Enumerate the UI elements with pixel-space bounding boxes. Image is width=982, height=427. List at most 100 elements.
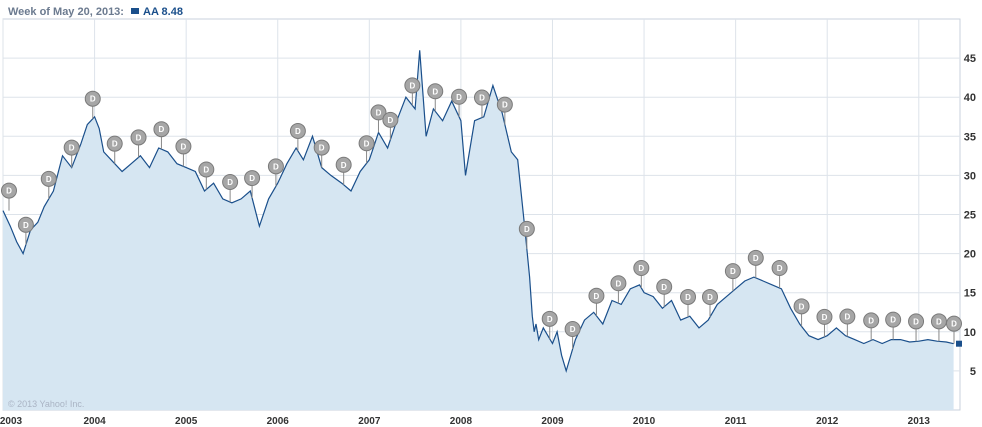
dividend-marker[interactable]: D — [451, 88, 468, 117]
dividend-marker[interactable]: D — [633, 260, 650, 289]
dividend-marker-label: D — [685, 293, 691, 302]
dividend-marker[interactable]: D — [358, 135, 375, 164]
dividend-marker-label: D — [707, 293, 713, 302]
x-tick-label: 2011 — [725, 416, 747, 427]
dividend-marker-label: D — [273, 162, 279, 171]
dividend-marker[interactable]: D — [427, 83, 444, 112]
dividend-marker[interactable]: D — [701, 288, 718, 317]
dividend-marker[interactable]: D — [473, 89, 490, 118]
dividend-marker[interactable]: D — [63, 139, 80, 168]
dividend-marker-label: D — [868, 316, 874, 325]
dividend-marker[interactable]: D — [496, 96, 513, 125]
dividend-marker-label: D — [23, 221, 29, 230]
x-tick-label: 2005 — [175, 416, 198, 427]
x-tick-label: 2008 — [450, 416, 473, 427]
dividend-marker-label: D — [524, 225, 530, 234]
dividend-marker-label: D — [319, 144, 325, 153]
dividend-marker-label: D — [638, 264, 644, 273]
copyright-text: © 2013 Yahoo! Inc. — [8, 399, 84, 409]
dividend-marker[interactable]: D — [908, 313, 925, 342]
dividend-marker-label: D — [90, 95, 96, 104]
dividend-marker[interactable]: D — [370, 104, 387, 133]
dividend-marker-label: D — [502, 101, 508, 110]
dividend-marker[interactable]: D — [130, 129, 147, 158]
dividend-marker-label: D — [616, 279, 622, 288]
dividend-marker[interactable]: D — [930, 313, 947, 342]
dividend-marker[interactable]: D — [610, 275, 627, 304]
dividend-marker[interactable]: D — [946, 315, 962, 344]
dividend-marker[interactable]: D — [175, 138, 192, 167]
dividend-marker-label: D — [409, 81, 415, 90]
dividend-marker-label: D — [753, 254, 759, 263]
dividend-marker[interactable]: D — [518, 220, 535, 249]
y-tick-label: 5 — [970, 366, 976, 378]
dividend-marker[interactable]: D — [1, 182, 17, 211]
dividend-marker-label: D — [69, 144, 75, 153]
dividend-marker[interactable]: D — [747, 249, 764, 278]
dividend-marker[interactable]: D — [656, 278, 673, 307]
dividend-marker[interactable]: D — [244, 170, 261, 199]
dividend-marker[interactable]: D — [680, 288, 697, 317]
dividend-marker[interactable]: D — [588, 287, 605, 316]
last-price-marker — [956, 340, 962, 347]
dividend-marker-label: D — [227, 178, 233, 187]
dividend-marker-label: D — [936, 317, 942, 326]
dividend-marker[interactable]: D — [40, 170, 57, 199]
dividend-marker-label: D — [6, 187, 12, 196]
dividend-marker-label: D — [951, 320, 957, 329]
dividend-marker-label: D — [341, 161, 347, 170]
ticker-label: AA 8.48 — [143, 6, 183, 18]
dividend-marker-label: D — [249, 174, 255, 183]
x-tick-label: 2004 — [83, 416, 106, 427]
y-tick-label: 20 — [964, 249, 976, 261]
dividend-marker-label: D — [547, 315, 553, 324]
dividend-marker-label: D — [203, 165, 209, 174]
dividend-marker[interactable]: D — [816, 308, 833, 337]
dividend-marker[interactable]: D — [839, 308, 856, 337]
dividend-marker[interactable]: D — [84, 90, 101, 119]
y-tick-label: 30 — [964, 170, 976, 182]
dividend-marker-label: D — [822, 313, 828, 322]
dividend-marker[interactable]: D — [17, 216, 34, 245]
dividend-marker[interactable]: D — [267, 158, 284, 187]
chart-header: Week of May 20, 2013: AA 8.48 — [8, 6, 183, 18]
dividend-marker[interactable]: D — [885, 311, 902, 340]
dividend-marker-label: D — [364, 139, 370, 148]
legend-swatch — [131, 8, 139, 14]
dividend-marker[interactable]: D — [564, 321, 581, 350]
dividend-marker[interactable]: D — [153, 121, 170, 150]
dividend-marker-label: D — [913, 317, 919, 326]
dividend-marker-label: D — [479, 94, 485, 103]
dividend-marker[interactable]: D — [335, 156, 352, 185]
dividend-marker[interactable]: D — [382, 111, 399, 140]
dividend-marker-label: D — [661, 283, 667, 292]
dividend-markers: D D D D D D D D D D D D D D D D D D D D D D D D D D D D D D D D D D D D D D D D… — [1, 77, 962, 350]
y-tick-label: 45 — [964, 53, 976, 65]
dividend-marker-label: D — [46, 175, 52, 184]
x-tick-label: 2009 — [541, 416, 564, 427]
dividend-marker[interactable]: D — [222, 173, 239, 202]
dividend-marker[interactable]: D — [198, 161, 215, 190]
dividend-marker[interactable]: D — [771, 260, 788, 289]
price-area — [3, 50, 954, 411]
dividend-marker-label: D — [136, 133, 142, 142]
dividend-marker[interactable]: D — [289, 122, 306, 151]
x-tick-label: 2012 — [816, 416, 839, 427]
x-tick-label: 2006 — [267, 416, 290, 427]
dividend-marker[interactable]: D — [863, 312, 880, 341]
dividend-marker-label: D — [570, 325, 576, 334]
dividend-marker-label: D — [730, 267, 736, 276]
dividend-marker[interactable]: D — [106, 135, 123, 164]
dividend-marker[interactable]: D — [793, 298, 810, 327]
y-tick-label: 40 — [964, 92, 976, 104]
y-axis-ticks: 5 10 15 20 25 30 35 40 45 — [964, 53, 976, 378]
dividend-marker-label: D — [112, 140, 118, 149]
dividend-marker[interactable]: D — [541, 310, 558, 339]
x-tick-label: 2013 — [908, 416, 931, 427]
dividend-marker[interactable]: D — [404, 77, 421, 106]
dividend-marker-label: D — [295, 127, 301, 136]
y-tick-label: 15 — [964, 288, 976, 300]
dividend-marker-label: D — [799, 302, 805, 311]
dividend-marker[interactable]: D — [313, 139, 330, 168]
dividend-marker[interactable]: D — [724, 263, 741, 292]
